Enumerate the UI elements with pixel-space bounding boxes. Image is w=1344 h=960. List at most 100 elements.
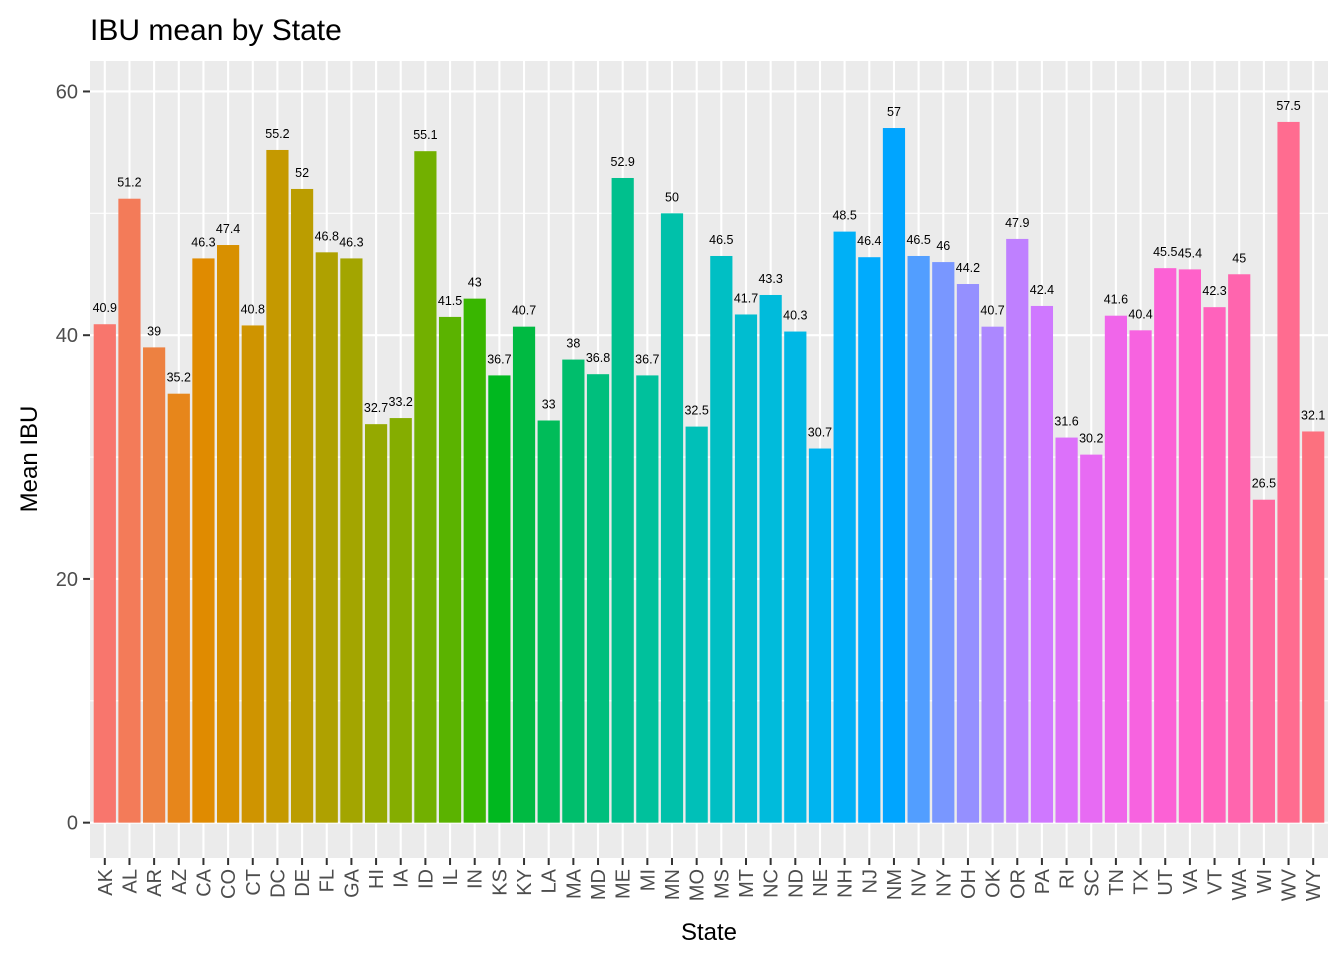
data-label-nc: 43.3 [758, 272, 782, 286]
data-label-il: 41.5 [438, 294, 462, 308]
bar-co [217, 245, 240, 823]
bar-md [586, 374, 610, 823]
data-label-la: 33 [542, 398, 556, 412]
data-label-md: 36.8 [586, 351, 610, 365]
x-tick-label-ne: NE [810, 869, 832, 897]
x-tick-label-nj: NJ [859, 869, 881, 893]
x-tick-label-wa: WA [1229, 868, 1251, 900]
bar-mn [660, 213, 684, 823]
data-label-ut: 45.5 [1153, 245, 1177, 259]
x-tick-label-la: LA [539, 868, 561, 893]
data-label-mi: 36.7 [635, 352, 659, 366]
x-tick-label-ak: AK [95, 868, 117, 895]
bar-or [1006, 238, 1029, 823]
y-axis-title: Mean IBU [16, 406, 43, 513]
x-tick-label-vt: VT [1205, 869, 1227, 895]
x-tick-label-mo: MO [687, 869, 709, 901]
bar-la [537, 420, 560, 823]
bar-nc [759, 294, 782, 823]
bar-mt [734, 314, 758, 823]
y-tick-label: 60 [56, 81, 78, 103]
bar-wi [1252, 499, 1275, 823]
bar-ct [241, 325, 264, 823]
bar-il [438, 316, 462, 823]
data-label-mt: 41.7 [734, 291, 758, 305]
x-tick-label-nd: ND [785, 869, 807, 898]
data-label-ia: 33.2 [389, 395, 413, 409]
x-tick-label-ri: RI [1057, 869, 1079, 889]
x-tick-label-me: ME [613, 869, 635, 899]
chart-title: IBU mean by State [90, 14, 342, 47]
bar-fl [315, 252, 338, 823]
data-label-wy: 32.1 [1301, 408, 1325, 422]
data-label-ky: 40.7 [512, 304, 536, 318]
bar-ak [93, 324, 116, 823]
bar-sc [1080, 454, 1103, 823]
bar-in [463, 298, 486, 823]
x-tick-label-il: IL [440, 869, 462, 886]
bar-ca [192, 258, 215, 823]
data-label-nm: 57 [887, 105, 901, 119]
bar-oh [956, 284, 980, 823]
x-tick-label-ma: MA [563, 868, 585, 899]
x-tick-label-ut: UT [1155, 869, 1177, 896]
bar-ia [389, 418, 412, 823]
bar-hi [364, 424, 388, 823]
y-tick-label: 20 [56, 569, 78, 591]
bar-ms [710, 255, 733, 823]
data-label-nd: 40.3 [783, 309, 807, 323]
data-label-id: 55.1 [413, 128, 437, 142]
x-tick-label-ct: CT [243, 869, 265, 896]
bar-nd [784, 331, 807, 823]
x-tick-label-wi: WI [1254, 869, 1276, 893]
x-tick-label-sc: SC [1081, 869, 1103, 897]
bar-mo [685, 426, 708, 823]
bar-ut [1154, 268, 1177, 823]
bar-ma [562, 359, 585, 823]
data-label-dc: 55.2 [265, 127, 289, 141]
data-label-tx: 40.4 [1128, 307, 1152, 321]
data-label-al: 51.2 [117, 176, 141, 190]
data-label-co: 47.4 [216, 222, 240, 236]
data-label-tn: 41.6 [1104, 293, 1128, 307]
bar-ar [143, 347, 166, 823]
data-label-vt: 42.3 [1202, 284, 1226, 298]
data-label-or: 47.9 [1005, 216, 1029, 230]
data-label-ri: 31.6 [1054, 415, 1078, 429]
x-tick-label-tx: TX [1131, 869, 1153, 895]
bar-ga [340, 258, 363, 823]
bar-wy [1302, 431, 1325, 823]
bar-vt [1203, 307, 1226, 823]
x-tick-label-nh: NH [835, 869, 857, 898]
bar-ky [512, 326, 536, 823]
data-label-ar: 39 [147, 324, 161, 338]
x-tick-label-wv: WV [1279, 868, 1301, 901]
data-label-mn: 50 [665, 190, 679, 204]
data-label-ma: 38 [566, 337, 580, 351]
x-tick-label-al: AL [119, 869, 141, 893]
data-label-ak: 40.9 [93, 301, 117, 315]
x-tick-label-id: ID [415, 869, 437, 889]
bar-wv [1277, 121, 1300, 823]
data-label-hi: 32.7 [364, 401, 388, 415]
x-tick-label-nm: NM [884, 869, 906, 900]
bar-ks [488, 375, 511, 823]
bar-ok [981, 326, 1004, 823]
x-tick-label-nc: NC [761, 869, 783, 898]
x-tick-label-co: CO [218, 869, 240, 899]
data-label-ct: 40.8 [241, 302, 265, 316]
data-label-va: 45.4 [1178, 246, 1202, 260]
x-tick-label-ok: OK [983, 868, 1005, 898]
x-tick-label-ms: MS [711, 869, 733, 899]
data-label-ny: 46 [936, 239, 950, 253]
x-tick-label-mi: MI [637, 869, 659, 891]
data-label-sc: 30.2 [1079, 432, 1103, 446]
x-tick-label-ga: GA [341, 868, 363, 898]
x-tick-label-tn: TN [1106, 869, 1128, 896]
bar-nh [833, 231, 856, 823]
x-tick-label-dc: DC [267, 869, 289, 898]
x-tick-label-ca: CA [193, 868, 215, 896]
data-label-wa: 45 [1232, 251, 1246, 265]
